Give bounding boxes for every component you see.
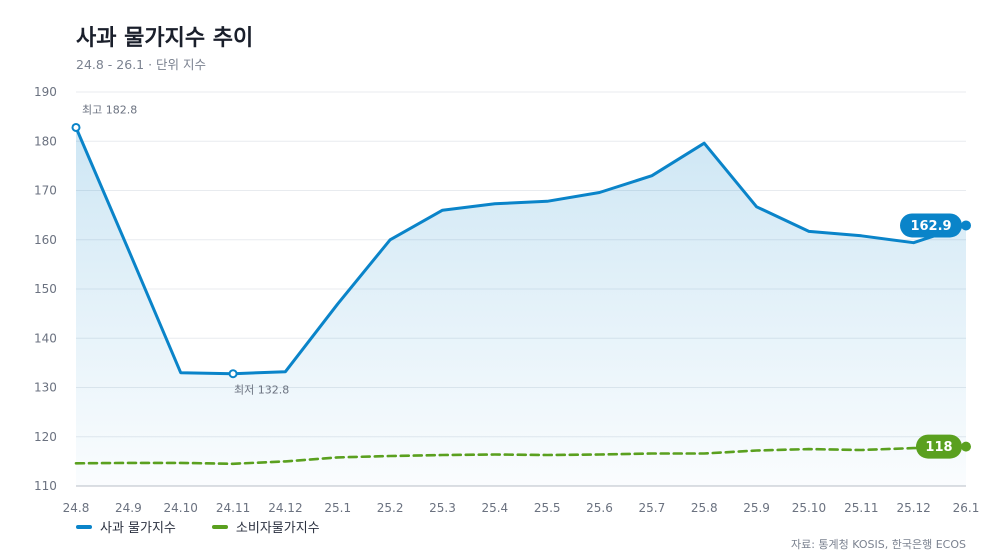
x-tick-label: 25.3 <box>429 501 456 515</box>
y-tick-label: 140 <box>34 331 57 345</box>
end-point-dot <box>961 220 971 231</box>
annotation-label: 최고 182.8 <box>82 103 137 116</box>
end-label-text: 118 <box>925 440 952 455</box>
series-area <box>76 127 966 486</box>
annotation-marker <box>228 369 238 379</box>
x-tick-label: 25.12 <box>896 501 930 515</box>
x-tick-label: 25.2 <box>377 501 404 515</box>
source-note: 자료: 통계청 KOSIS, 한국은행 ECOS <box>790 538 966 551</box>
x-tick-label: 24.8 <box>63 501 90 515</box>
y-tick-label: 130 <box>34 381 57 395</box>
y-tick-label: 190 <box>34 85 57 99</box>
x-tick-label: 25.4 <box>481 501 508 515</box>
x-tick-label: 25.9 <box>743 501 770 515</box>
end-point-dot <box>961 441 971 452</box>
y-tick-label: 160 <box>34 233 57 247</box>
end-label-badge <box>916 434 962 459</box>
legend-item-apple[interactable]: 사과 물가지수 <box>76 517 176 536</box>
legend-label-cpi: 소비자물가지수 <box>235 521 320 536</box>
x-tick-label: 25.10 <box>792 501 826 515</box>
annotation-label: 최저 132.8 <box>234 384 289 397</box>
y-tick-label: 180 <box>34 134 57 148</box>
x-tick-label: 25.5 <box>534 501 561 515</box>
axes: 110 120 130 140 150 160 170 180 190 24.8 24.9 24.10… <box>34 85 979 515</box>
x-tick-label: 24.9 <box>115 501 142 515</box>
y-tick-label: 110 <box>34 479 57 493</box>
end-label-text: 162.9 <box>910 219 951 234</box>
x-tick-label: 24.12 <box>268 501 302 515</box>
y-tick-label: 120 <box>34 430 57 444</box>
x-tick-label: 24.10 <box>164 501 198 515</box>
chart-subtitle: 24.8 - 26.1 · 단위 지수 <box>76 57 207 72</box>
legend-swatch-apple <box>76 524 92 529</box>
legend-label-apple: 사과 물가지수 <box>100 521 176 536</box>
legend-swatch-cpi <box>211 524 228 529</box>
x-tick-label: 25.7 <box>639 501 666 515</box>
x-tick-label: 25.6 <box>586 501 613 515</box>
legend-item-cpi[interactable]: 소비자물가지수 <box>211 517 320 536</box>
series-line <box>74 445 968 466</box>
end-label-badge <box>900 213 962 238</box>
series-line <box>74 126 968 376</box>
legend: 사과 물가지수 소비자물가지수 <box>76 517 320 536</box>
x-tick-label: 25.8 <box>691 501 718 515</box>
x-tick-label: 25.11 <box>844 501 878 515</box>
annotations: 162.9 118 최고 182.8 최저 132.8 <box>71 103 971 459</box>
x-tick-label: 26.1 <box>953 501 980 515</box>
y-tick-label: 150 <box>34 282 57 296</box>
series-lines <box>74 126 968 466</box>
area-fills <box>76 127 966 486</box>
y-tick-label: 170 <box>34 184 57 198</box>
chart-title: 사과 물가지수 추이 <box>76 26 254 51</box>
x-tick-label: 24.11 <box>216 501 250 515</box>
x-tick-label: 25.1 <box>324 501 351 515</box>
annotation-marker <box>71 122 81 132</box>
